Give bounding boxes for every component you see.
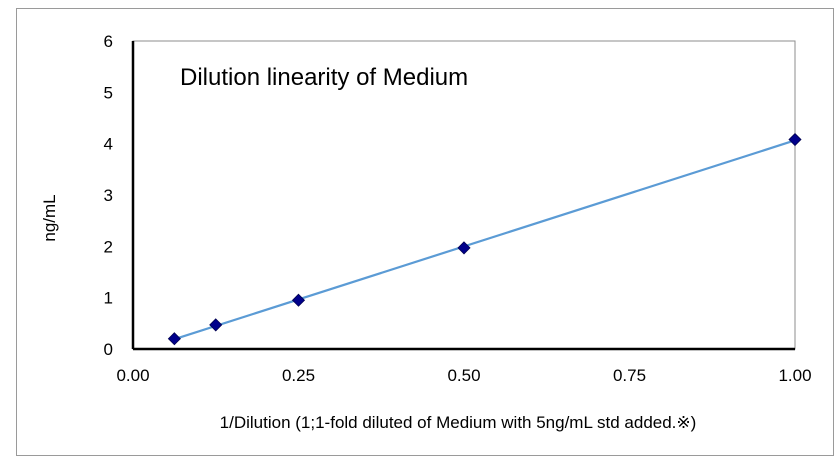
x-tick-label: 1.00 [778, 366, 811, 385]
y-tick-label: 5 [104, 83, 113, 102]
x-tick-label: 0.75 [613, 366, 646, 385]
y-tick-labels: 0 1 2 3 4 5 6 [104, 32, 113, 359]
data-point-marker [209, 318, 223, 332]
y-axis-title: ng/mL [40, 194, 59, 241]
y-tick-label: 3 [104, 186, 113, 205]
x-tick-label: 0.00 [116, 366, 149, 385]
trendline-group [174, 139, 796, 341]
data-point-marker [457, 241, 471, 255]
x-tick-labels: 0.00 0.25 0.50 0.75 1.00 [116, 366, 811, 385]
chart-frame [16, 8, 834, 456]
data-markers [167, 132, 802, 346]
x-tick-label: 0.25 [282, 366, 315, 385]
data-point-marker [291, 293, 306, 307]
y-tick-label: 2 [104, 237, 113, 256]
y-tick-label: 4 [104, 135, 113, 154]
chart-title: Dilution linearity of Medium [180, 64, 468, 91]
x-axis-title: 1/Dilution (1;1-fold diluted of Medium w… [220, 413, 697, 432]
y-tick-label: 0 [104, 340, 113, 359]
y-tick-label: 1 [104, 289, 113, 308]
data-point-marker [167, 332, 181, 346]
x-tick-label: 0.50 [447, 366, 480, 385]
data-point-marker [788, 132, 802, 147]
y-tick-label: 6 [104, 32, 113, 51]
trendline [174, 139, 796, 341]
